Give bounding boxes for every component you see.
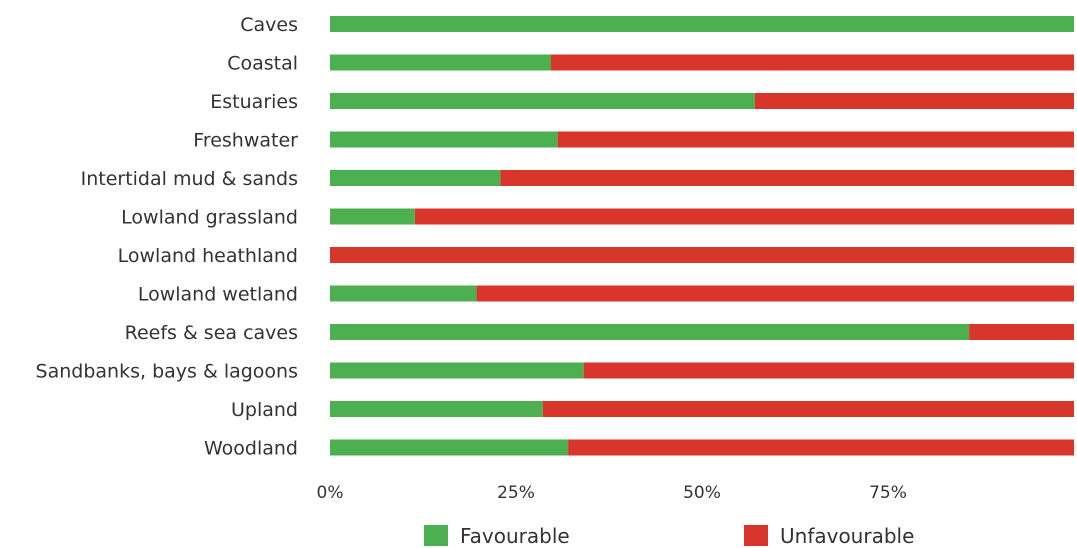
bar-favourable-caves xyxy=(330,16,1074,32)
bar-favourable-freshwater xyxy=(330,131,558,148)
category-label-lowland-wetland: Lowland wetland xyxy=(138,284,298,306)
bar-unfavourable-woodland xyxy=(568,439,1074,456)
bar-unfavourable-reefs-sea-caves xyxy=(969,324,1074,340)
x-axis-tick-labels: 0% 25% 50% 75% xyxy=(317,483,907,503)
legend-label-favourable: Favourable xyxy=(460,524,570,548)
bar-favourable-woodland xyxy=(330,439,569,456)
category-label-upland: Upland xyxy=(231,399,298,421)
bar-favourable-upland xyxy=(330,401,543,417)
x-tick-label-75: 75% xyxy=(869,483,907,503)
bar-unfavourable-lowland-grassland xyxy=(414,208,1074,225)
legend: Favourable Unfavourable xyxy=(424,524,914,548)
bar-unfavourable-estuaries xyxy=(754,93,1074,109)
bar-unfavourable-lowland-wetland xyxy=(476,285,1074,302)
x-tick-label-0: 0% xyxy=(317,483,344,503)
category-label-coastal: Coastal xyxy=(227,53,298,75)
category-label-estuaries: Estuaries xyxy=(210,91,298,113)
bar-favourable-reefs-sea-caves xyxy=(330,324,970,340)
category-label-lowland-grassland: Lowland grassland xyxy=(121,207,298,229)
x-tick-label-25: 25% xyxy=(497,483,535,503)
bar-favourable-sandbanks-bays-lagoons xyxy=(330,362,584,379)
category-label-reefs-sea-caves: Reefs & sea caves xyxy=(125,322,298,344)
bar-unfavourable-freshwater xyxy=(557,131,1074,148)
bar-unfavourable-intertidal-mud-sands xyxy=(500,170,1074,186)
x-tick-label-50: 50% xyxy=(683,483,721,503)
bar-favourable-estuaries xyxy=(330,93,755,109)
bar-favourable-intertidal-mud-sands xyxy=(330,170,501,186)
category-labels: Caves Coastal Estuaries Freshwater Intertida… xyxy=(36,14,299,460)
bar-favourable-coastal xyxy=(330,54,551,71)
bar-unfavourable-lowland-heathland xyxy=(330,247,1074,263)
category-label-freshwater: Freshwater xyxy=(193,130,298,152)
bar-favourable-lowland-wetland xyxy=(330,285,477,302)
category-label-woodland: Woodland xyxy=(204,438,298,460)
category-label-caves: Caves xyxy=(240,14,298,36)
legend-swatch-favourable xyxy=(424,525,448,546)
bar-favourable-lowland-grassland xyxy=(330,208,415,225)
bars-group xyxy=(330,16,1074,456)
bar-unfavourable-coastal xyxy=(550,54,1074,71)
category-label-lowland-heathland: Lowland heathland xyxy=(118,245,298,267)
category-label-sandbanks-bays-lagoons: Sandbanks, bays & lagoons xyxy=(36,361,298,383)
legend-swatch-unfavourable xyxy=(744,525,768,546)
category-label-intertidal-mud-sands: Intertidal mud & sands xyxy=(81,168,298,190)
bar-unfavourable-upland xyxy=(542,401,1074,417)
legend-label-unfavourable: Unfavourable xyxy=(780,524,914,548)
bar-unfavourable-sandbanks-bays-lagoons xyxy=(583,362,1074,379)
